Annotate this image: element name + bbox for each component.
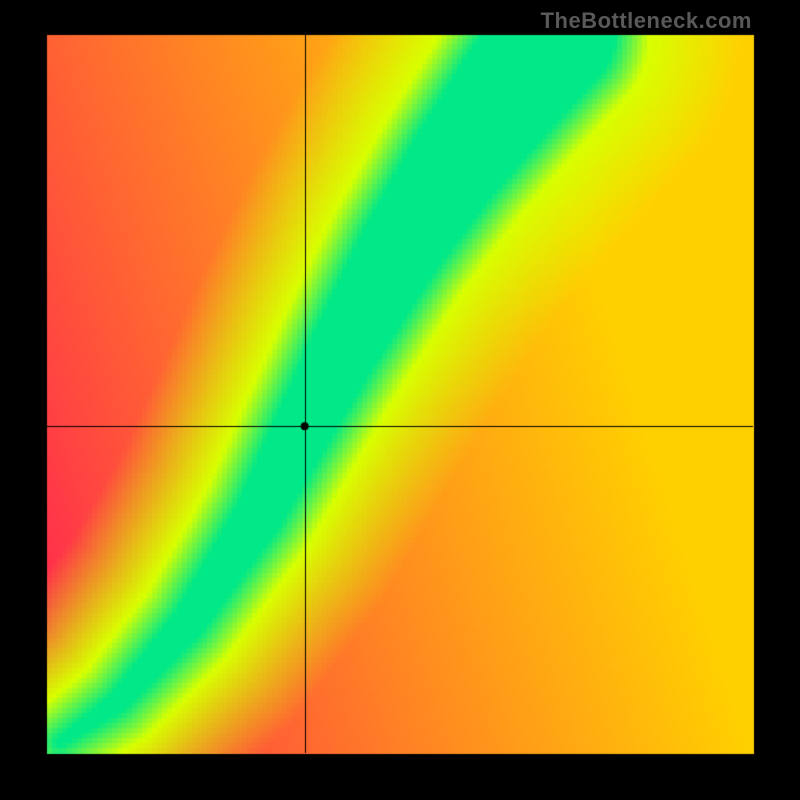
watermark-text: TheBottleneck.com bbox=[541, 8, 752, 34]
chart-container: TheBottleneck.com bbox=[0, 0, 800, 800]
bottleneck-heatmap bbox=[0, 0, 800, 800]
